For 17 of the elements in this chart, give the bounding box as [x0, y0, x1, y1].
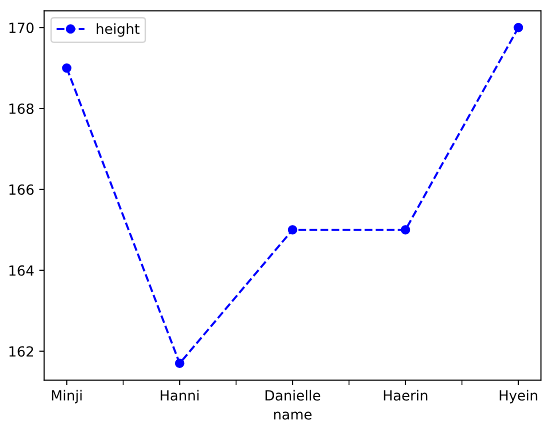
x-tick-label: Haerin: [384, 390, 428, 401]
x-tick-label: Hyein: [500, 390, 538, 404]
y-tick-label: 166: [9, 184, 34, 195]
y-tick-label: 164: [9, 265, 34, 276]
point: [62, 63, 72, 73]
y-tick-label: 170: [9, 22, 34, 34]
point: [288, 225, 298, 235]
x-tick-label: Hanni: [160, 390, 199, 401]
x-tick-label: Minji: [52, 390, 82, 404]
x-axis-title: name: [274, 412, 312, 420]
y-tick-label: 162: [9, 346, 34, 357]
point: [174, 358, 184, 368]
point: [514, 22, 524, 32]
x-tick-label: Danielle: [266, 390, 320, 401]
legend-label: height: [96, 23, 140, 37]
point: [400, 225, 410, 235]
y-tick-label: 168: [9, 103, 34, 114]
